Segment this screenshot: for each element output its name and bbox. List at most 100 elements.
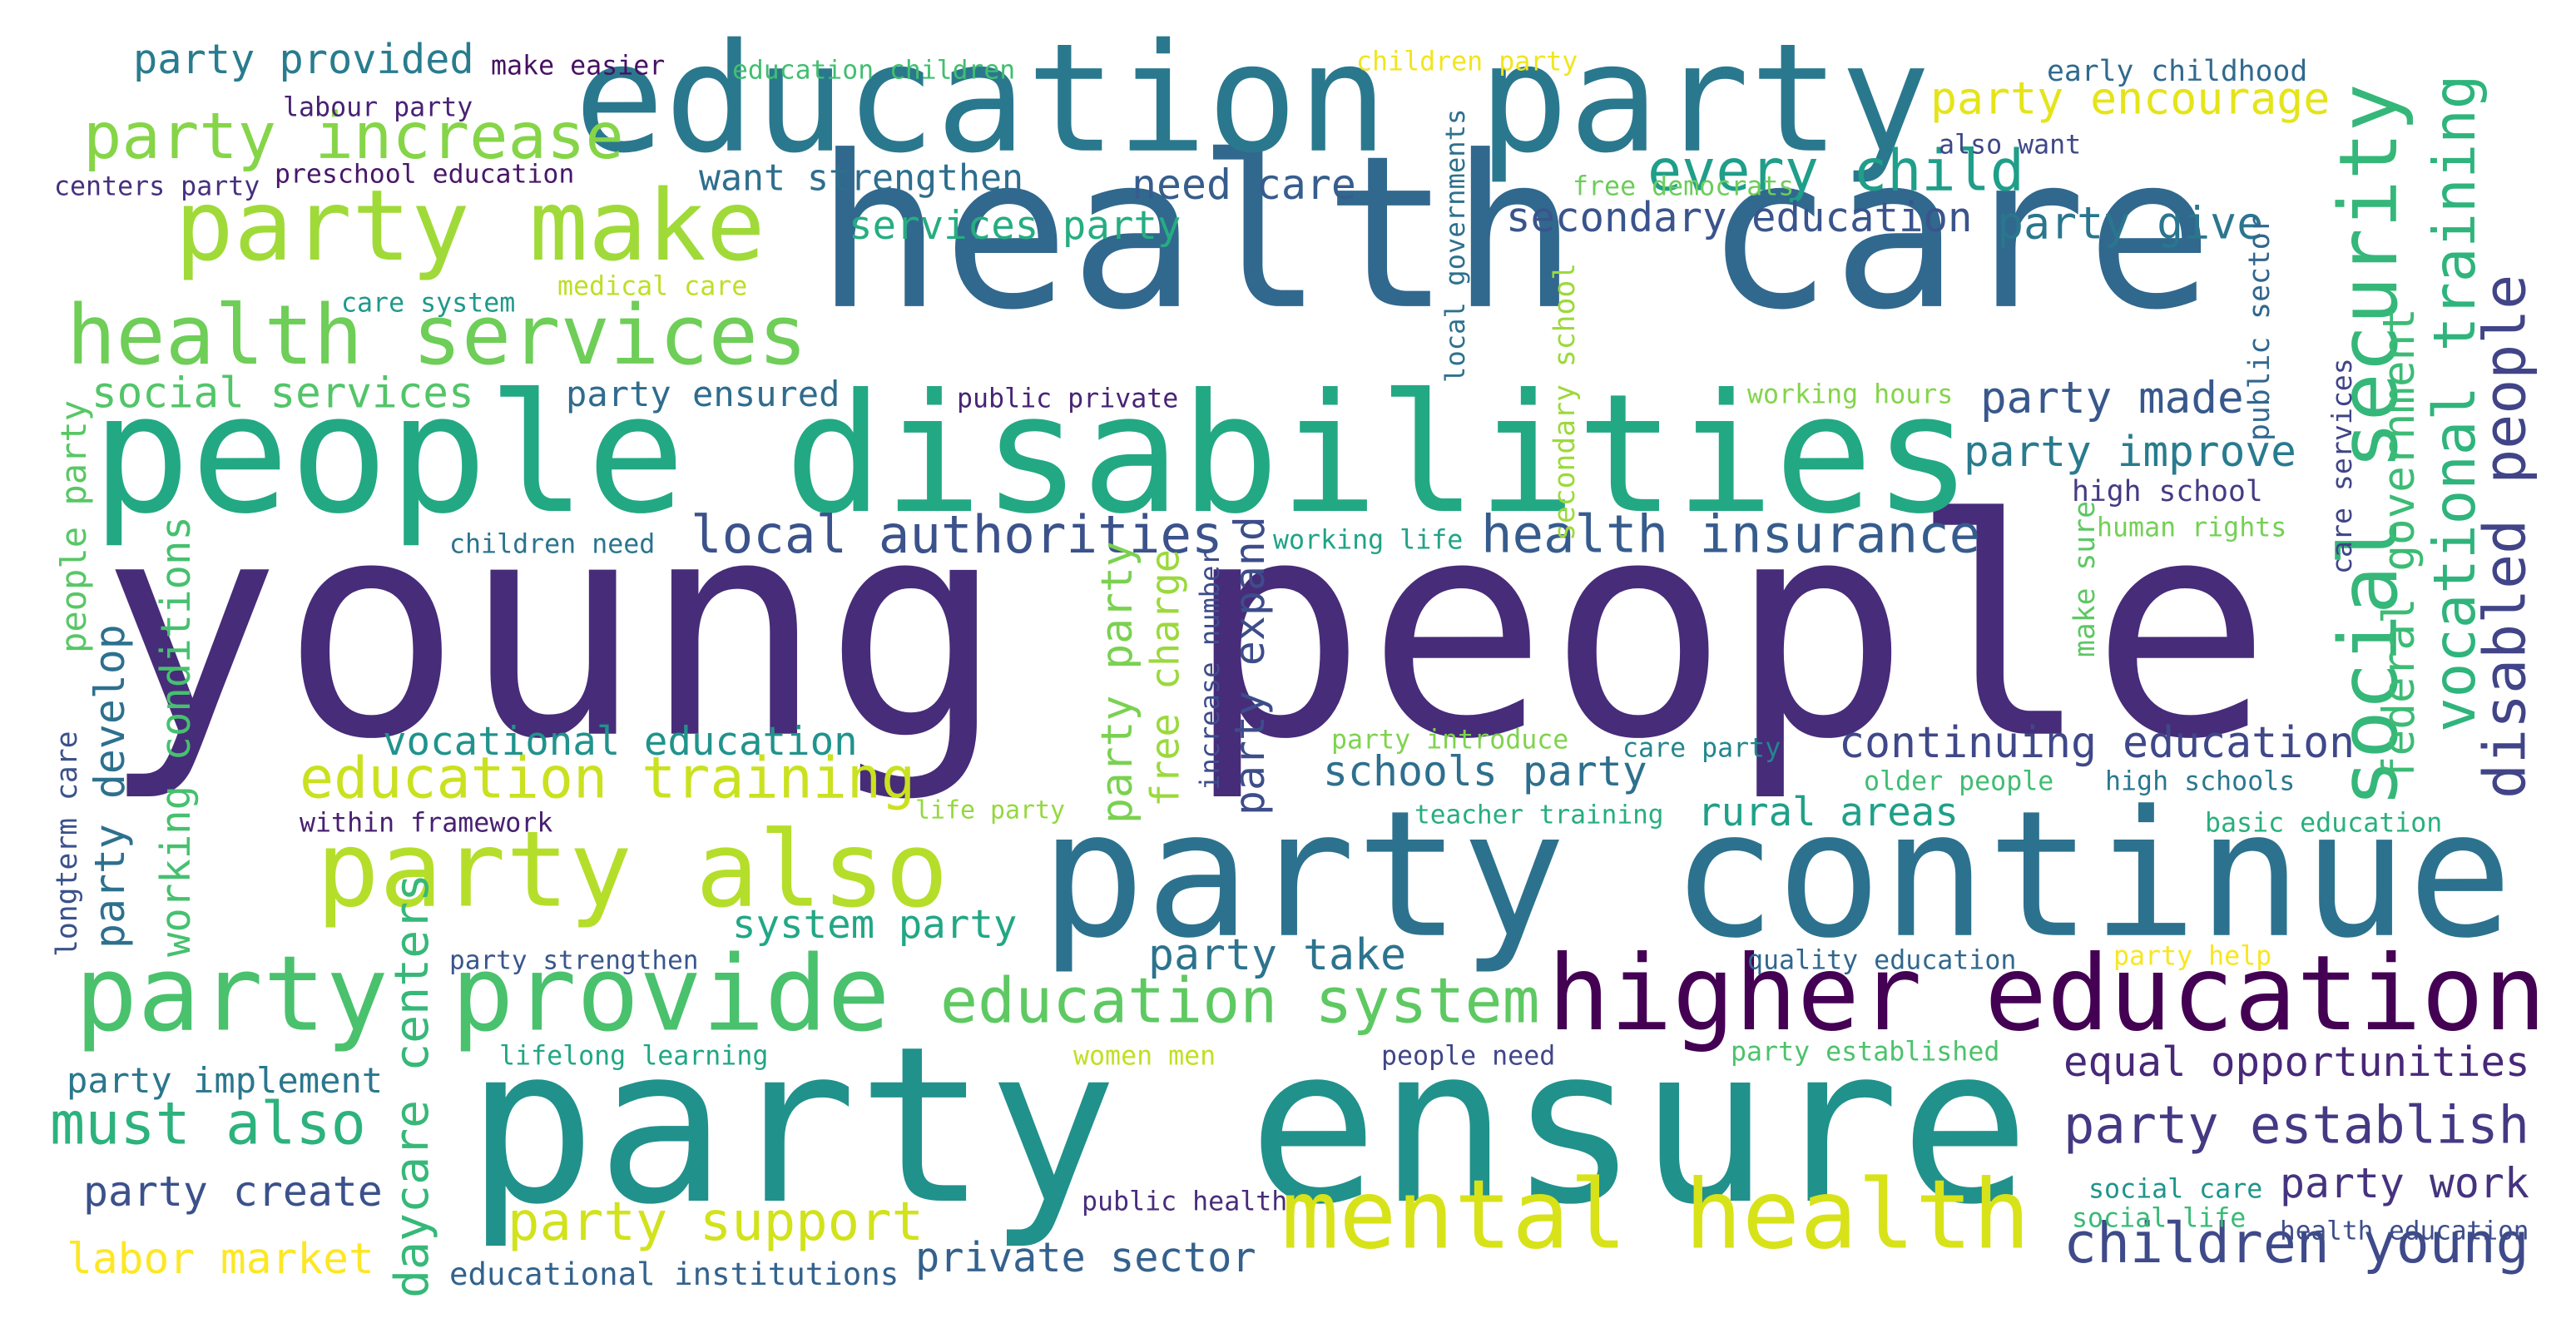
- word-young-people: young people: [100, 456, 2271, 805]
- word-party-also: party also: [316, 809, 949, 931]
- word-local-governments: local governments: [1439, 109, 1471, 383]
- word-social-security: social security: [2322, 83, 2415, 807]
- word-need-care: need care: [1132, 161, 1356, 209]
- word-public-private: public private: [957, 384, 1178, 414]
- word-federal-government: federal government: [2374, 308, 2425, 782]
- word-quality-education: quality education: [1747, 946, 2016, 976]
- word-people-party: people party: [53, 400, 94, 653]
- word-party-work: party work: [2280, 1159, 2529, 1207]
- word-vocational-training: vocational training: [2422, 75, 2489, 732]
- word-secondary-school: secondary school: [1548, 263, 1582, 541]
- word-private-sector: private sector: [915, 1235, 1256, 1281]
- word-public-health: public health: [1082, 1187, 1287, 1217]
- word-women-men: women men: [1073, 1042, 1216, 1072]
- word-early-childhood: early childhood: [2047, 55, 2307, 88]
- word-rural-areas: rural areas: [1697, 790, 1959, 835]
- word-centers-party: centers party: [54, 172, 260, 202]
- word-party-create: party create: [83, 1167, 383, 1216]
- word-party-support: party support: [508, 1192, 924, 1253]
- word-education-system: education system: [940, 964, 1540, 1037]
- word-party-establish: party establish: [2063, 1094, 2529, 1155]
- word-party-increase: party increase: [83, 99, 624, 174]
- word-education-training: education training: [300, 746, 915, 811]
- word-children-party: children party: [1356, 47, 1578, 77]
- word-continuing-education: continuing education: [1839, 718, 2355, 768]
- word-services-party: services party: [849, 203, 1181, 249]
- word-people-need: people need: [1381, 1042, 1555, 1072]
- word-labour-party: labour party: [283, 93, 473, 123]
- word-teacher-training: teacher training: [1414, 800, 1664, 830]
- word-social-life: social life: [2072, 1204, 2246, 1234]
- word-high-school: high school: [2072, 475, 2263, 508]
- word-social-services: social services: [92, 369, 474, 419]
- word-daycare-centers: daycare centers: [385, 874, 439, 1298]
- word-party-introduce: party introduce: [1331, 726, 1568, 756]
- word-party-take: party take: [1148, 930, 1406, 980]
- word-party-provide: party provide: [75, 934, 890, 1055]
- word-party-established: party established: [1731, 1038, 1999, 1068]
- word-social-care: social care: [2088, 1175, 2262, 1205]
- word-party-encourage: party encourage: [1930, 73, 2330, 125]
- word-party-provided: party provided: [133, 37, 474, 83]
- word-public-sector: public sector: [2243, 216, 2276, 442]
- word-higher-education: higher education: [1548, 934, 2546, 1054]
- word-party-continue: party continue: [1040, 773, 2513, 977]
- word-party-help: party help: [2113, 942, 2271, 972]
- word-party-make: party make: [175, 169, 765, 283]
- word-vocational-education: vocational education: [383, 719, 858, 765]
- word-free-democrats: free democrats: [1573, 172, 1794, 202]
- word-disabled-people: disabled people: [2471, 275, 2539, 799]
- word-party-implement: party implement: [67, 1060, 383, 1101]
- word-party-made: party made: [1980, 373, 2244, 424]
- word-educational-institutions: educational institutions: [449, 1256, 899, 1292]
- word-party-improve: party improve: [1964, 428, 2296, 477]
- word-health-education: health education: [2280, 1216, 2529, 1246]
- word-system-party: system party: [732, 902, 1017, 948]
- word-lifelong-learning: lifelong learning: [499, 1042, 768, 1072]
- word-working-hours: working hours: [1747, 380, 1953, 410]
- word-every-child: every child: [1647, 138, 2024, 204]
- word-health-services: health services: [67, 288, 807, 384]
- word-high-schools: high schools: [2105, 767, 2295, 797]
- word-people-disabilities: people disabilities: [92, 359, 1972, 550]
- word-health-care: health care: [815, 111, 2213, 356]
- word-secondary-education: secondary education: [1506, 194, 1973, 241]
- word-human-rights: human rights: [2097, 513, 2286, 543]
- word-make-sure: make sure: [2068, 501, 2102, 657]
- word-education-party: education party: [574, 11, 1930, 186]
- word-also-want: also want: [1939, 131, 2081, 161]
- word-free-charge: free charge: [1144, 549, 1189, 807]
- word-medical-care: medical care: [557, 272, 747, 302]
- word-older-people: older people: [1864, 767, 2053, 797]
- word-want-strengthen: want strengthen: [699, 158, 1023, 200]
- word-party-party: party party: [1092, 541, 1142, 824]
- word-mental-health: mental health: [1281, 1160, 2030, 1271]
- word-local-authorities: local authorities: [691, 504, 1223, 565]
- word-within-framework: within framework: [300, 809, 552, 839]
- word-longterm-care: longterm care: [51, 731, 84, 958]
- word-party-develop: party develop: [86, 624, 134, 949]
- word-party-expand: party expand: [1226, 516, 1274, 815]
- word-preschool-education: preschool education: [275, 160, 574, 190]
- word-party-ensured: party ensured: [566, 374, 840, 414]
- word-labor-market: labor market: [67, 1234, 374, 1284]
- word-make-easier: make easier: [491, 52, 665, 82]
- word-equal-opportunities: equal opportunities: [2063, 1038, 2530, 1086]
- word-children-need: children need: [449, 530, 655, 560]
- word-care-system: care system: [341, 289, 515, 319]
- word-care-party: care party: [1622, 734, 1781, 764]
- word-party-give: party give: [1997, 198, 2263, 250]
- word-life-party: life party: [915, 795, 1065, 825]
- word-party-strengthen: party strengthen: [449, 945, 699, 975]
- word-health-insurance: health insurance: [1481, 504, 1980, 565]
- word-party-ensure: party ensure: [466, 1000, 2030, 1252]
- word-working-life: working life: [1273, 526, 1463, 556]
- word-basic-education: basic education: [2205, 809, 2442, 839]
- word-must-also: must also: [50, 1090, 366, 1158]
- word-schools-party: schools party: [1323, 747, 1647, 795]
- word-care-services: care services: [2326, 358, 2358, 574]
- word-working-conditions: working conditions: [152, 516, 200, 957]
- word-education-children: education children: [732, 56, 1015, 86]
- word-increase-number: increase number: [1194, 549, 1226, 790]
